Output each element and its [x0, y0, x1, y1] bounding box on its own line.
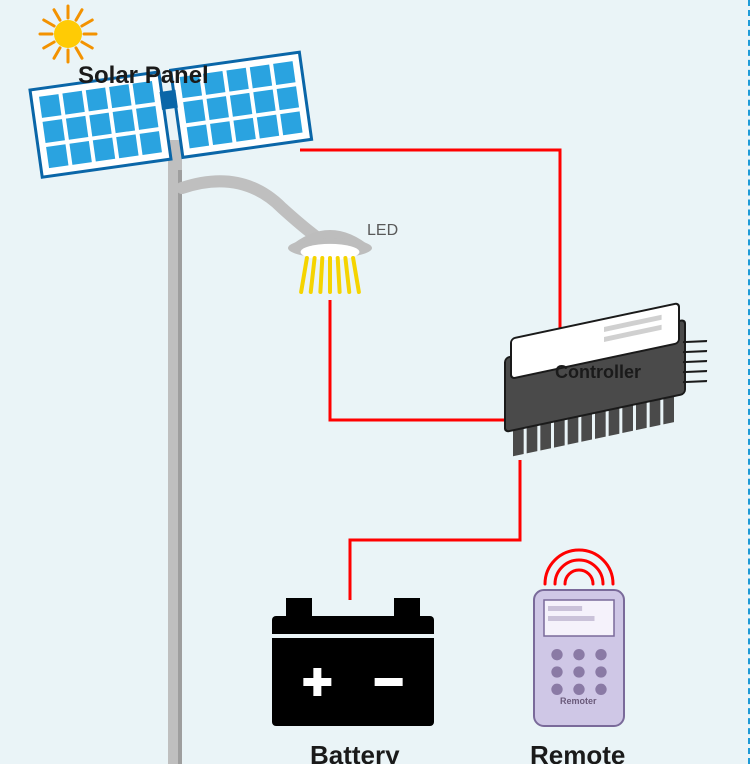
- led-label: LED: [367, 222, 398, 240]
- battery-icon: [272, 598, 434, 726]
- diagram-canvas: Solar Panel LED Controller Battery Remote Rem…: [0, 0, 750, 764]
- sun-icon: [40, 6, 96, 62]
- controller-label: Controller: [555, 362, 641, 383]
- battery-label: Battery: [310, 740, 400, 764]
- solar-panel-label: Solar Panel: [78, 62, 209, 90]
- remote-label: Remote: [530, 740, 625, 764]
- remoter-small-label: Remoter: [560, 696, 597, 706]
- led-lamp-icon: [288, 230, 372, 292]
